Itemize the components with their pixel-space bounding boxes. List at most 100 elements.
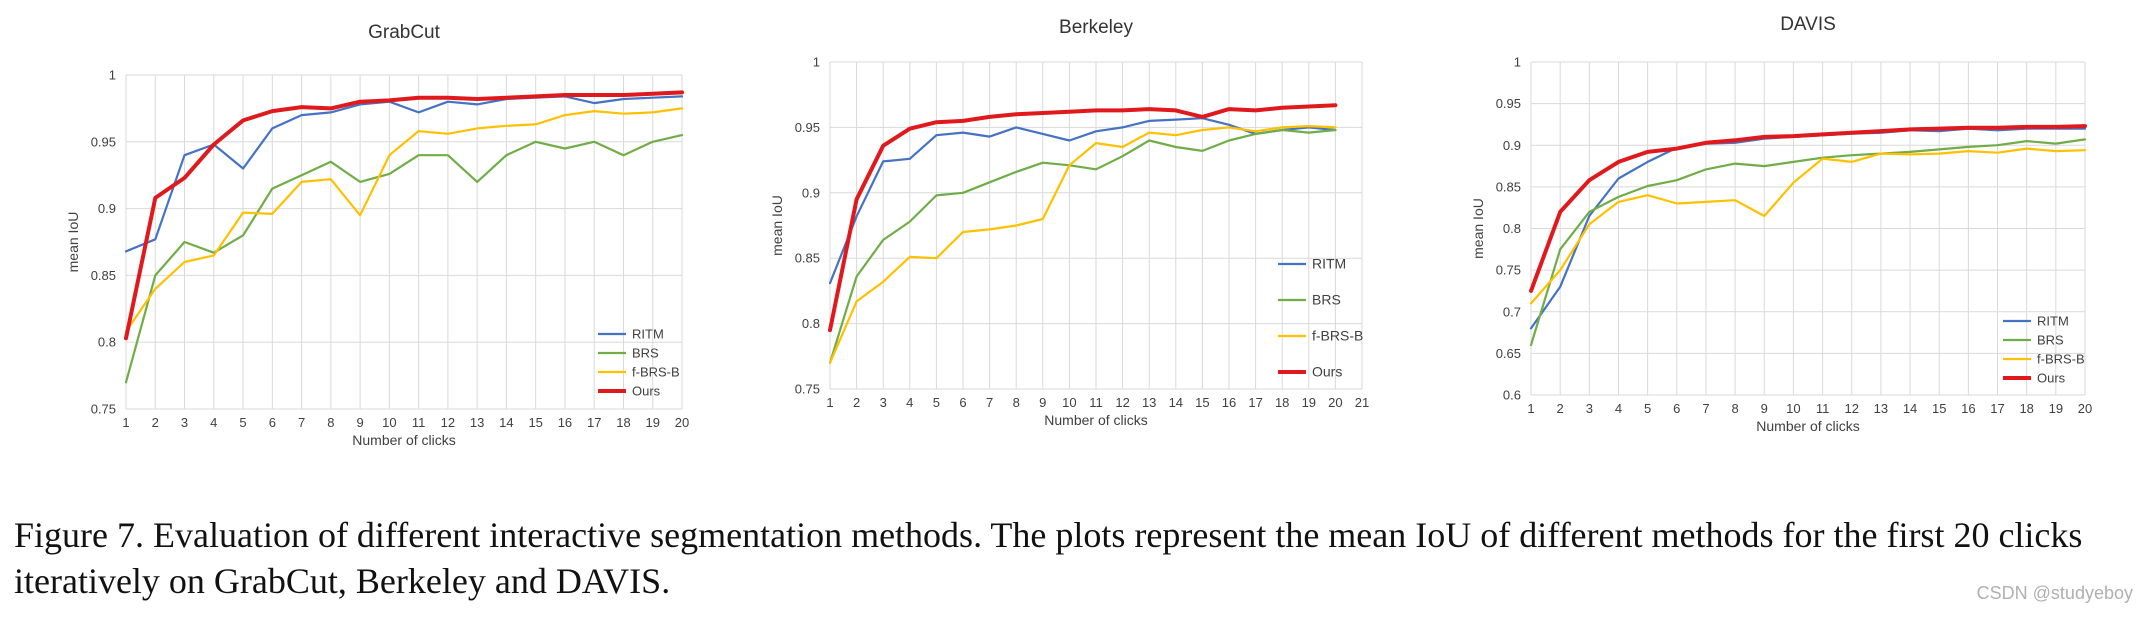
- x-tick-label: 9: [1761, 401, 1768, 416]
- y-tick-label: 0.85: [1496, 179, 1521, 194]
- y-tick-label: 0.95: [1496, 96, 1521, 111]
- x-tick-label: 4: [210, 415, 217, 430]
- x-tick-label: 11: [1089, 395, 1103, 410]
- series-line-f-brs-b: [828, 124, 1337, 364]
- series-line-brs: [1529, 138, 2087, 347]
- legend-label: f-BRS-B: [632, 365, 680, 380]
- y-tick-label: 0.8: [98, 335, 116, 350]
- legend-label: RITM: [1312, 256, 1346, 272]
- x-tick-label: 5: [933, 395, 940, 410]
- y-tick-label: 0.8: [1503, 221, 1521, 236]
- y-tick-label: 0.75: [795, 382, 820, 397]
- chart-title: Berkeley: [1059, 17, 1133, 38]
- x-axis-label: Number of clicks: [352, 432, 455, 448]
- y-axis-label: mean IoU: [65, 212, 81, 273]
- legend-label: Ours: [1312, 364, 1342, 380]
- y-tick-label: 0.95: [91, 134, 116, 149]
- series-line-ritm: [124, 95, 684, 253]
- y-axis-label: mean IoU: [1470, 198, 1486, 259]
- x-tick-label: 1: [1527, 401, 1534, 416]
- x-axis-label: Number of clicks: [1756, 418, 1859, 434]
- x-tick-label: 18: [616, 415, 630, 430]
- x-tick-label: 10: [1786, 401, 1800, 416]
- y-tick-label: 1: [109, 68, 116, 83]
- x-tick-label: 6: [1673, 401, 1680, 416]
- watermark: CSDN @studyeboy: [1976, 583, 2133, 603]
- legend-label: Ours: [2037, 371, 2066, 386]
- legend-label: f-BRS-B: [1312, 328, 1363, 344]
- x-tick-label: 2: [152, 415, 159, 430]
- x-tick-label: 10: [1062, 395, 1076, 410]
- x-tick-label: 3: [1586, 401, 1593, 416]
- chart-title: DAVIS: [1780, 14, 1836, 35]
- series-line-ours: [124, 90, 684, 341]
- series-line-ritm: [828, 117, 1337, 285]
- x-tick-label: 20: [2078, 401, 2092, 416]
- x-tick-label: 13: [470, 415, 484, 430]
- series-line-brs: [124, 134, 684, 384]
- x-tick-label: 14: [1169, 395, 1183, 410]
- legend-label: BRS: [632, 346, 659, 361]
- y-tick-label: 1: [813, 55, 820, 70]
- series-line-ours: [828, 103, 1338, 333]
- x-tick-label: 17: [587, 415, 601, 430]
- x-tick-label: 18: [2019, 401, 2033, 416]
- legend-label: RITM: [2037, 314, 2069, 329]
- x-tick-label: 13: [1142, 395, 1156, 410]
- x-tick-label: 1: [122, 415, 129, 430]
- x-tick-label: 11: [412, 415, 426, 430]
- x-tick-label: 16: [558, 415, 572, 430]
- series-line-brs: [828, 128, 1337, 364]
- y-tick-label: 0.95: [795, 120, 820, 135]
- x-tick-label: 1: [826, 395, 833, 410]
- x-tick-label: 9: [356, 415, 363, 430]
- x-tick-label: 7: [298, 415, 305, 430]
- x-tick-label: 21: [1355, 395, 1369, 410]
- y-tick-label: 0.7: [1503, 304, 1521, 319]
- x-tick-label: 3: [880, 395, 887, 410]
- x-tick-label: 5: [1644, 401, 1651, 416]
- x-tick-label: 8: [1013, 395, 1020, 410]
- x-tick-label: 12: [441, 415, 455, 430]
- series-line-f-brs-b: [1529, 147, 2087, 305]
- x-tick-label: 16: [1961, 401, 1975, 416]
- y-tick-label: 0.85: [795, 251, 820, 266]
- x-tick-label: 5: [239, 415, 246, 430]
- x-tick-label: 2: [1557, 401, 1564, 416]
- y-tick-label: 0.65: [1496, 346, 1521, 361]
- x-tick-label: 8: [327, 415, 334, 430]
- x-tick-label: 3: [181, 415, 188, 430]
- y-tick-label: 0.6: [1503, 388, 1521, 403]
- x-axis-label: Number of clicks: [1044, 412, 1147, 428]
- x-tick-label: 20: [1328, 395, 1342, 410]
- y-tick-label: 0.9: [802, 185, 820, 200]
- x-tick-label: 19: [646, 415, 660, 430]
- x-tick-label: 14: [1903, 401, 1917, 416]
- y-tick-label: 0.75: [1496, 263, 1521, 278]
- legend-label: BRS: [2037, 333, 2064, 348]
- x-tick-label: 6: [959, 395, 966, 410]
- x-tick-label: 15: [1195, 395, 1209, 410]
- x-tick-label: 2: [853, 395, 860, 410]
- series-line-f-brs-b: [124, 107, 684, 333]
- x-tick-label: 7: [1702, 401, 1709, 416]
- y-axis-label: mean IoU: [769, 195, 785, 256]
- x-tick-label: 19: [1302, 395, 1316, 410]
- x-tick-label: 6: [269, 415, 276, 430]
- legend-label: Ours: [632, 384, 661, 399]
- x-tick-label: 18: [1275, 395, 1289, 410]
- y-tick-label: 0.9: [1503, 138, 1521, 153]
- x-tick-label: 15: [1932, 401, 1946, 416]
- x-tick-label: 12: [1845, 401, 1859, 416]
- x-tick-label: 14: [499, 415, 513, 430]
- y-tick-label: 0.9: [98, 201, 116, 216]
- chart-title: GrabCut: [368, 22, 441, 43]
- x-tick-label: 11: [1816, 401, 1830, 416]
- x-tick-label: 10: [382, 415, 396, 430]
- y-tick-label: 1: [1514, 55, 1521, 70]
- x-tick-label: 19: [2049, 401, 2063, 416]
